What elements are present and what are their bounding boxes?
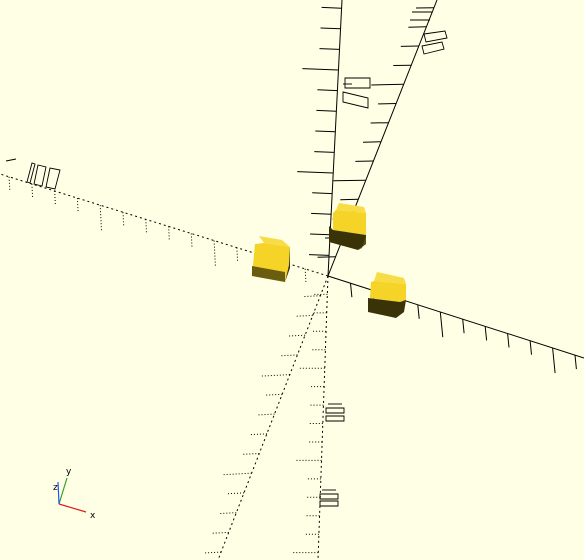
scale-labels <box>5 11 448 507</box>
z-axis-positive-tick <box>302 68 339 71</box>
z-axis-positive-tick <box>315 130 336 133</box>
orientation-gizmo: x y z <box>53 467 96 521</box>
y-axis-negative-tick <box>289 334 306 337</box>
x-axis-positive-tick <box>350 283 353 298</box>
z-axis-positive-tick <box>314 151 335 153</box>
z-axis-positive-tick <box>320 27 341 30</box>
y-axis-negative-tick <box>243 453 260 455</box>
x-axis-negative-tick <box>145 219 147 234</box>
gizmo-z-label: z <box>53 483 58 493</box>
x-axis-positive-tick <box>484 326 488 341</box>
x-axis-negative-tick <box>304 268 307 283</box>
gizmo-x-label: x <box>90 511 96 521</box>
x-axis-positive <box>327 275 584 359</box>
y-axis-negative-tick <box>220 512 237 514</box>
gizmo-y-axis <box>58 477 68 505</box>
cube-top[interactable] <box>329 203 366 250</box>
gizmo-x-axis <box>58 503 87 513</box>
y-axis-negative <box>217 275 329 560</box>
cube-right[interactable] <box>368 272 406 318</box>
x-axis-negative-tick <box>168 226 170 241</box>
x-axis-negative-tick <box>99 205 102 231</box>
x-axis-negative-tick <box>122 212 125 227</box>
neg-y-100-label <box>319 489 339 507</box>
y-axis-negative-tick <box>260 374 290 377</box>
x-axis-positive-tick <box>507 333 510 348</box>
neg-x-100-label <box>5 158 61 190</box>
y-axis-negative-tick <box>205 551 222 554</box>
x-axis-negative <box>0 173 329 277</box>
x-axis-negative-tick <box>213 240 216 266</box>
y-axis-positive-tick <box>371 83 404 86</box>
y-axis-negative-tick <box>281 354 298 357</box>
z-axis-positive-tick <box>319 48 340 50</box>
y-axis-negative-tick <box>212 531 229 534</box>
z-axis-positive-tick <box>308 254 330 256</box>
axis-ticks <box>8 6 577 554</box>
gizmo-z-axis <box>57 481 60 505</box>
x-axis-negative-tick <box>190 233 193 248</box>
z-axis-positive-tick <box>312 192 333 195</box>
x-axis-negative-tick <box>8 176 11 191</box>
x-axis-positive-tick <box>529 340 532 355</box>
z-axis-positive-tick <box>311 212 332 215</box>
x-axis-negative-tick <box>54 190 56 206</box>
x-axis-negative-tick <box>31 183 34 198</box>
y-axis-negative-tick <box>250 433 267 436</box>
z-axis-positive-tick <box>316 109 337 112</box>
x-axis-negative-tick <box>76 198 79 213</box>
cube-left[interactable] <box>252 236 290 282</box>
y-axis-positive-tick <box>333 179 366 182</box>
pos-z-100-label <box>342 77 371 109</box>
x-axis-positive-tick <box>417 304 420 319</box>
x-axis-negative-tick <box>236 247 239 262</box>
x-axis-positive-tick <box>462 319 465 334</box>
x-axis-positive-tick <box>439 311 444 338</box>
x-axis-positive-tick <box>574 355 577 370</box>
gizmo-y-label: y <box>66 467 72 477</box>
pos-y-100-label <box>410 11 448 55</box>
y-axis-negative-tick <box>258 413 275 416</box>
z-axis-positive-tick <box>321 6 342 9</box>
y-axis-negative-tick <box>266 393 283 396</box>
y-axis-negative-tick <box>304 295 321 297</box>
z-axis-negative <box>317 275 329 560</box>
z-axis-positive-tick <box>310 233 331 236</box>
x-axis-positive-tick <box>552 347 556 374</box>
y-axis-negative-tick <box>227 492 245 495</box>
neg-z-100-label <box>325 403 345 422</box>
z-axis-positive-tick <box>317 89 338 92</box>
z-axis-positive-tick <box>297 171 334 174</box>
y-axis-negative-tick <box>222 472 252 476</box>
y-axis-negative-tick <box>296 314 313 317</box>
